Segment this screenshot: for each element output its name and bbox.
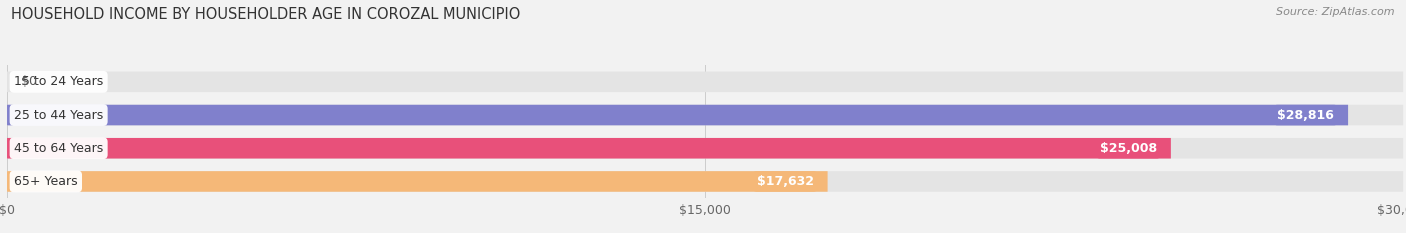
Text: $17,632: $17,632 <box>756 175 814 188</box>
Text: $28,816: $28,816 <box>1277 109 1334 122</box>
Text: HOUSEHOLD INCOME BY HOUSEHOLDER AGE IN COROZAL MUNICIPIO: HOUSEHOLD INCOME BY HOUSEHOLDER AGE IN C… <box>11 7 520 22</box>
FancyBboxPatch shape <box>7 171 1403 192</box>
Text: $0: $0 <box>21 75 37 88</box>
Text: 15 to 24 Years: 15 to 24 Years <box>14 75 103 88</box>
FancyBboxPatch shape <box>7 105 1403 125</box>
FancyBboxPatch shape <box>7 105 1348 125</box>
Text: 45 to 64 Years: 45 to 64 Years <box>14 142 103 155</box>
FancyBboxPatch shape <box>7 171 828 192</box>
FancyBboxPatch shape <box>7 138 1403 158</box>
FancyBboxPatch shape <box>7 72 1403 92</box>
Text: Source: ZipAtlas.com: Source: ZipAtlas.com <box>1277 7 1395 17</box>
Text: $25,008: $25,008 <box>1099 142 1157 155</box>
Text: 25 to 44 Years: 25 to 44 Years <box>14 109 103 122</box>
FancyBboxPatch shape <box>7 138 1171 158</box>
Text: 65+ Years: 65+ Years <box>14 175 77 188</box>
